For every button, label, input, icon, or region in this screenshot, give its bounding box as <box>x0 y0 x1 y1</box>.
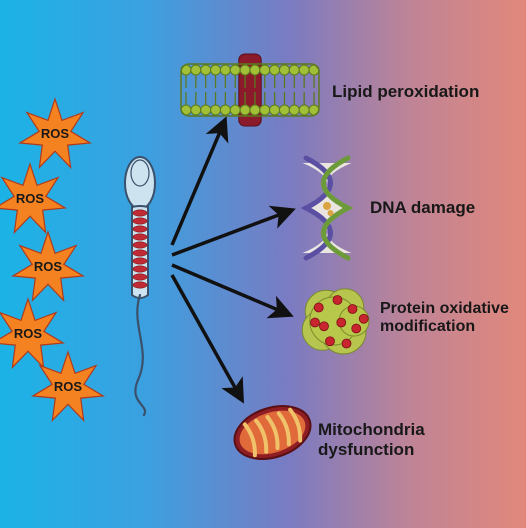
ros-star-label: ROS <box>19 126 91 141</box>
ros-star: ROS <box>0 164 66 236</box>
protein-cluster-icon <box>300 285 375 360</box>
mitochondrion-icon <box>230 400 315 465</box>
ros-star-label: ROS <box>32 379 104 394</box>
sperm-cell-icon <box>110 155 170 415</box>
label-dna-damage: DNA damage <box>370 198 475 218</box>
ros-star-label: ROS <box>0 191 66 206</box>
ros-star-label: ROS <box>0 326 64 341</box>
lipid-membrane-icon <box>180 60 320 120</box>
ros-star: ROS <box>19 99 91 171</box>
label-mitochondria-dysfunction: Mitochondria dysfunction <box>318 420 425 459</box>
label-protein-oxidative: Protein oxidative modification <box>380 300 509 337</box>
ros-star: ROS <box>32 352 104 424</box>
ros-star: ROS <box>12 232 84 304</box>
ros-star-label: ROS <box>12 259 84 274</box>
label-lipid-peroxidation: Lipid peroxidation <box>332 82 479 102</box>
diagram-canvas: ROS ROS ROS ROS ROS Lipid peroxidation DNA d… <box>0 0 526 528</box>
dna-helix-icon <box>292 158 362 258</box>
